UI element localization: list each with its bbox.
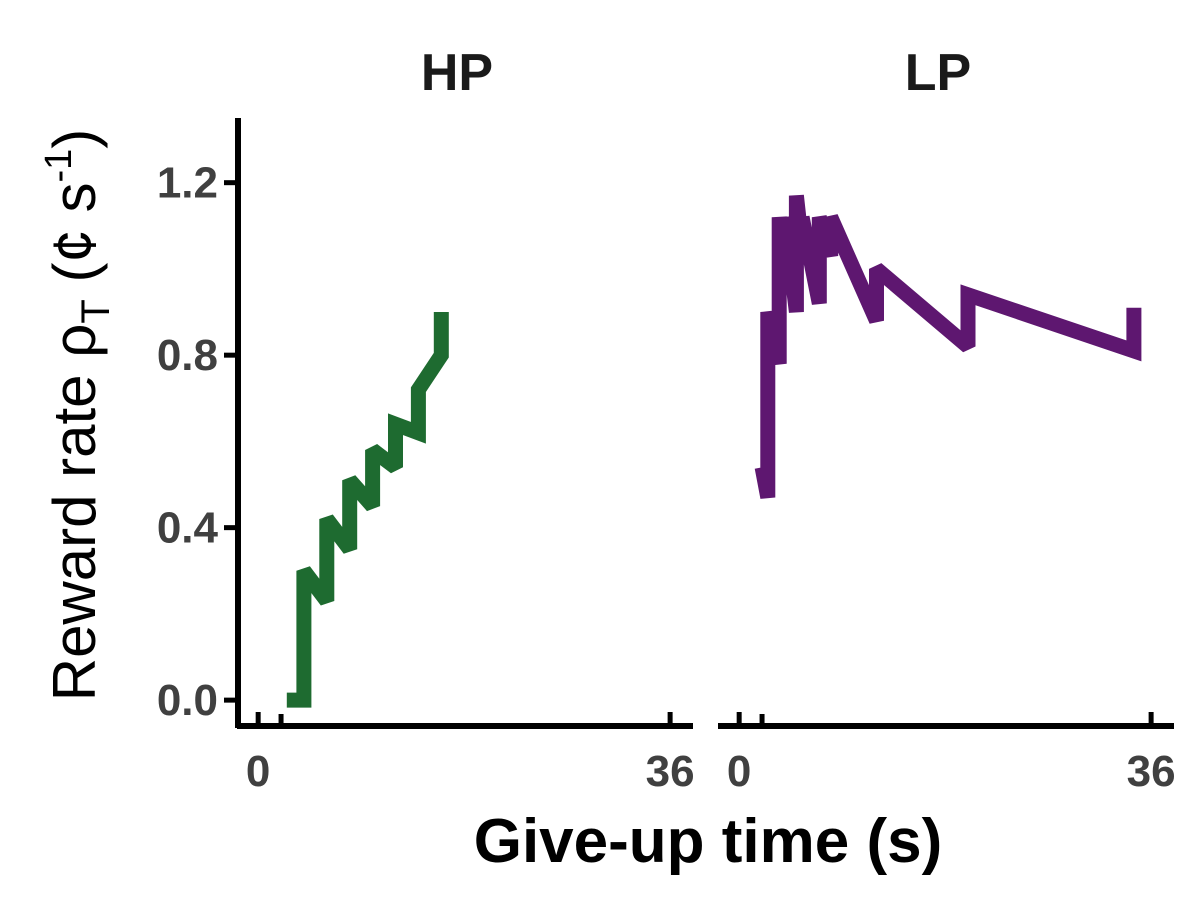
- y-axis-title-main: Reward rate ρ: [41, 324, 108, 702]
- series-line-hp: [286, 312, 449, 708]
- y-tick-label: 1.2: [157, 159, 218, 208]
- y-axis-title-superscript: -1: [38, 149, 80, 183]
- panel-title: LP: [905, 44, 971, 102]
- y-tick-label: 0.0: [157, 676, 218, 725]
- y-axis: 0.0 0.4 0.8 1.2: [157, 118, 241, 728]
- y-tick-label: 0.4: [157, 504, 219, 553]
- y-tick-label: 0.8: [157, 331, 218, 380]
- x-tick-label: 36: [646, 747, 695, 796]
- x-tick-label: 0: [246, 747, 270, 796]
- x-axis-title: Give-up time (s): [474, 807, 943, 876]
- panels: HP 0 36 LP 0 36: [237, 44, 1176, 796]
- y-axis-title-subscript: T: [74, 299, 118, 323]
- panel-hp: HP 0 36: [237, 44, 695, 796]
- y-axis-title-close: ): [41, 129, 108, 149]
- panel-lp: LP 0 36: [718, 44, 1176, 796]
- y-axis-title-units: (¢ s: [41, 183, 108, 300]
- x-tick-label: 36: [1127, 747, 1176, 796]
- y-axis-title: Reward rate ρT (¢ s-1): [38, 129, 118, 702]
- series-line-lp: [754, 194, 1142, 499]
- panel-title: HP: [421, 44, 493, 102]
- x-tick-label: 0: [727, 747, 751, 796]
